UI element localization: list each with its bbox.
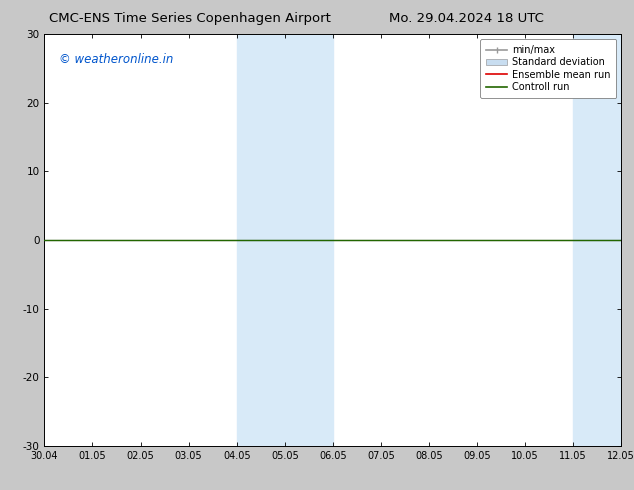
Bar xyxy=(236,34,333,446)
Text: CMC-ENS Time Series Copenhagen Airport: CMC-ENS Time Series Copenhagen Airport xyxy=(49,12,331,25)
Text: Mo. 29.04.2024 18 UTC: Mo. 29.04.2024 18 UTC xyxy=(389,12,543,25)
Text: © weatheronline.in: © weatheronline.in xyxy=(59,53,173,66)
Legend: min/max, Standard deviation, Ensemble mean run, Controll run: min/max, Standard deviation, Ensemble me… xyxy=(480,39,616,98)
Bar xyxy=(573,34,621,446)
